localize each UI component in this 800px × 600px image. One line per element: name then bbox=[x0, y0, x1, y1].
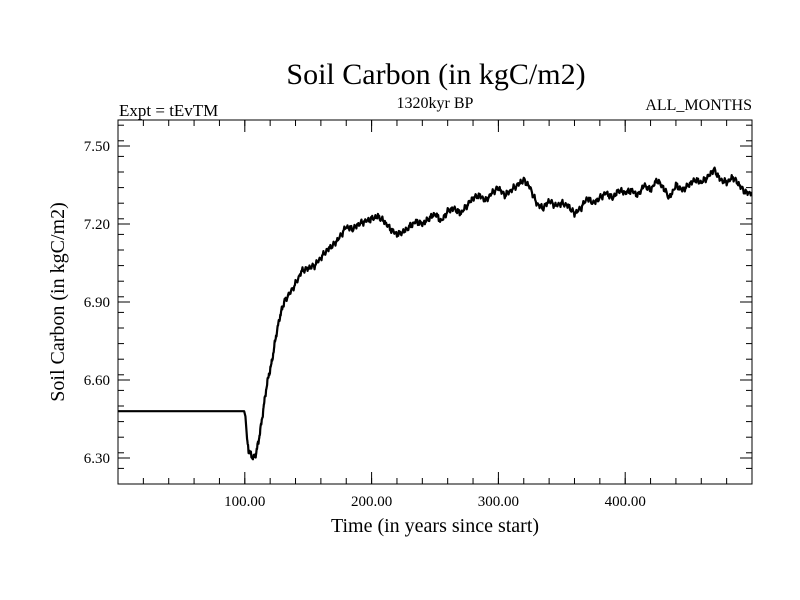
y-axis-label: Soil Carbon (in kgC/m2) bbox=[47, 202, 69, 401]
y-tick-label: 6.60 bbox=[84, 373, 110, 389]
x-tick-label: 200.00 bbox=[351, 494, 392, 510]
y-tick-label: 6.90 bbox=[84, 295, 110, 311]
series-line bbox=[118, 166, 753, 461]
x-tick-label: 100.00 bbox=[224, 494, 265, 510]
months-label: ALL_MONTHS bbox=[645, 97, 752, 114]
y-tick-label: 7.20 bbox=[84, 217, 110, 233]
plot-frame bbox=[117, 119, 753, 485]
x-tick-label: 300.00 bbox=[478, 494, 519, 510]
period-label: 1320kyr BP bbox=[397, 95, 474, 112]
axes-layer: 100.00 200.00 300.00 400.00 6.30 6.60 6.90 7.20… bbox=[84, 119, 753, 510]
experiment-label: Expt = tEvTM bbox=[119, 101, 218, 120]
chart-title: Soil Carbon (in kgC/m2) bbox=[286, 58, 585, 91]
series-layer bbox=[118, 166, 753, 461]
y-tick-label: 6.30 bbox=[84, 451, 110, 467]
x-tick-label: 400.00 bbox=[605, 494, 646, 510]
y-tick-label: 7.50 bbox=[84, 139, 110, 155]
x-axis-label: Time (in years since start) bbox=[331, 515, 539, 537]
